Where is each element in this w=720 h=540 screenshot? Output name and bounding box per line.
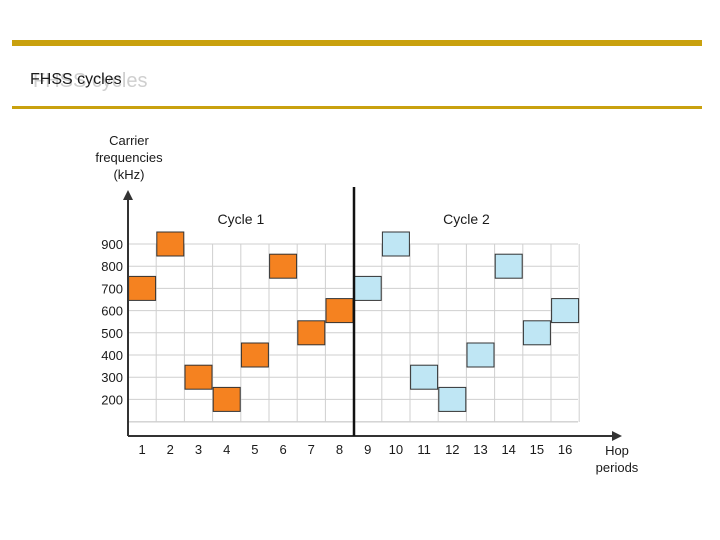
x-tick-label: 16 <box>558 442 572 457</box>
y-tick-label: 500 <box>101 326 123 341</box>
y-axis-title-line: Carrier <box>109 133 149 148</box>
x-tick-label: 12 <box>445 442 459 457</box>
hop-box-cycle-1-period-6 <box>269 253 298 279</box>
x-axis-title-line: Hop <box>605 443 629 458</box>
hop-box-cycle-2-period-13 <box>466 342 495 368</box>
hop-box-cycle-2-period-16 <box>551 298 580 324</box>
x-tick-label: 13 <box>473 442 487 457</box>
title-rule-top <box>12 40 702 46</box>
x-tick-label: 3 <box>195 442 202 457</box>
hop-box-cycle-2-period-14 <box>494 253 523 279</box>
x-tick-label: 6 <box>279 442 286 457</box>
hop-box-cycle-1-period-5 <box>240 342 269 368</box>
x-tick-label: 10 <box>389 442 403 457</box>
y-tick-label: 400 <box>101 348 123 363</box>
x-tick-label: 5 <box>251 442 258 457</box>
hop-box-cycle-2-period-9 <box>353 275 382 301</box>
x-axis-title-line: periods <box>596 460 639 475</box>
hop-box-cycle-1-period-2 <box>156 231 185 257</box>
hop-box-cycle-2-period-10 <box>381 231 410 257</box>
cycle-1-label: Cycle 1 <box>218 211 265 227</box>
y-tick-label: 800 <box>101 259 123 274</box>
hop-box-cycle-1-period-3 <box>184 364 213 390</box>
x-tick-label: 8 <box>336 442 343 457</box>
x-tick-label: 9 <box>364 442 371 457</box>
y-axis-title-line: (kHz) <box>113 167 144 182</box>
hop-box-cycle-1-period-4 <box>212 386 241 412</box>
hop-box-cycle-1-period-7 <box>297 320 326 346</box>
x-tick-label: 7 <box>308 442 315 457</box>
slide-title-text: FHSS cycles <box>30 71 122 88</box>
y-tick-label: 900 <box>101 237 123 252</box>
y-axis-arrowhead <box>123 190 133 200</box>
x-tick-label: 2 <box>167 442 174 457</box>
x-tick-label: 15 <box>530 442 544 457</box>
hop-box-cycle-2-period-12 <box>438 386 467 412</box>
x-axis-arrowhead <box>612 431 622 441</box>
title-rule-bottom <box>12 106 702 109</box>
y-tick-label: 700 <box>101 281 123 296</box>
hop-boxes <box>128 231 580 412</box>
x-tick-label: 4 <box>223 442 230 457</box>
cycle-labels: Cycle 1 Cycle 2 <box>218 211 490 227</box>
hop-box-cycle-1-period-1 <box>128 275 157 301</box>
axis-titles: Carrier frequencies (kHz) Hop periods <box>95 133 638 475</box>
slide-title: FHSS cycles FHSS cycles <box>30 64 147 94</box>
y-axis-title-line: frequencies <box>95 150 163 165</box>
x-tick-label: 14 <box>501 442 515 457</box>
y-tick-label: 600 <box>101 304 123 319</box>
axes <box>123 187 622 441</box>
hop-box-cycle-1-period-8 <box>325 298 354 324</box>
x-tick-label: 1 <box>138 442 145 457</box>
slide-title-shadow: FHSS cycles <box>33 70 148 92</box>
hop-box-cycle-2-period-15 <box>522 320 551 346</box>
y-tick-label: 300 <box>101 370 123 385</box>
y-tick-label: 200 <box>101 392 123 407</box>
hop-box-cycle-2-period-11 <box>410 364 439 390</box>
cycle-2-label: Cycle 2 <box>443 211 490 227</box>
x-tick-label: 11 <box>417 442 431 457</box>
